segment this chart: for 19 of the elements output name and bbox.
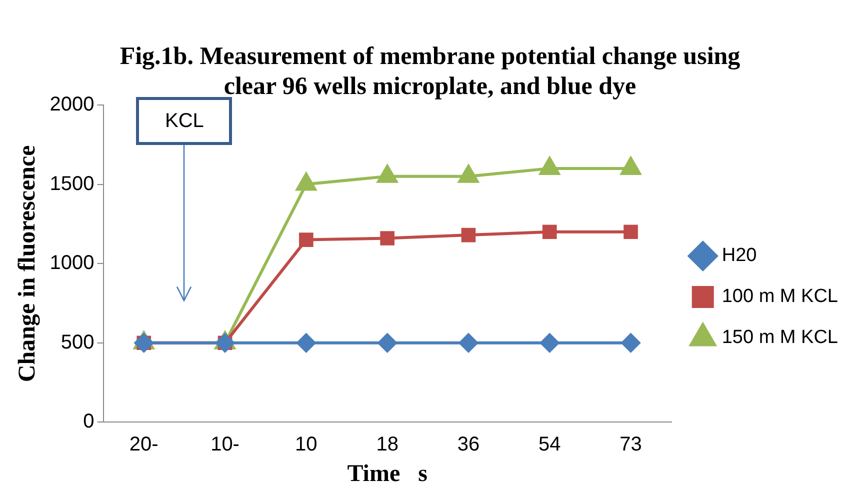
x-tick-label: 54 <box>538 434 561 456</box>
x-axis-title: Time s <box>347 460 428 487</box>
chart-title: Fig.1b. Measurement of membrane potential change using clear 96 wells microplate, and blue dye <box>118 42 742 102</box>
y-tick-label: 1500 <box>50 172 94 195</box>
legend-label: 100 m M KCL <box>722 286 838 308</box>
x-tick-label: 18 <box>376 434 398 456</box>
y-tick-label: 0 <box>83 410 94 433</box>
y-tick-label: 1000 <box>50 252 94 274</box>
x-tick-label: 20- <box>129 434 158 456</box>
y-tick-label: 500 <box>60 331 94 354</box>
y-axis-title: Change in fluorescence <box>14 144 41 382</box>
y-tick-label: 2000 <box>50 94 94 116</box>
annotation: KCL <box>164 110 204 132</box>
x-tick-label: 73 <box>620 434 642 456</box>
x-tick-label: 36 <box>457 434 480 456</box>
legend-label: 150 m M KCL <box>722 327 838 348</box>
legend-label: H20 <box>722 245 757 266</box>
x-tick-label: 10 <box>295 434 318 456</box>
x-tick-label: 10- <box>210 434 240 456</box>
